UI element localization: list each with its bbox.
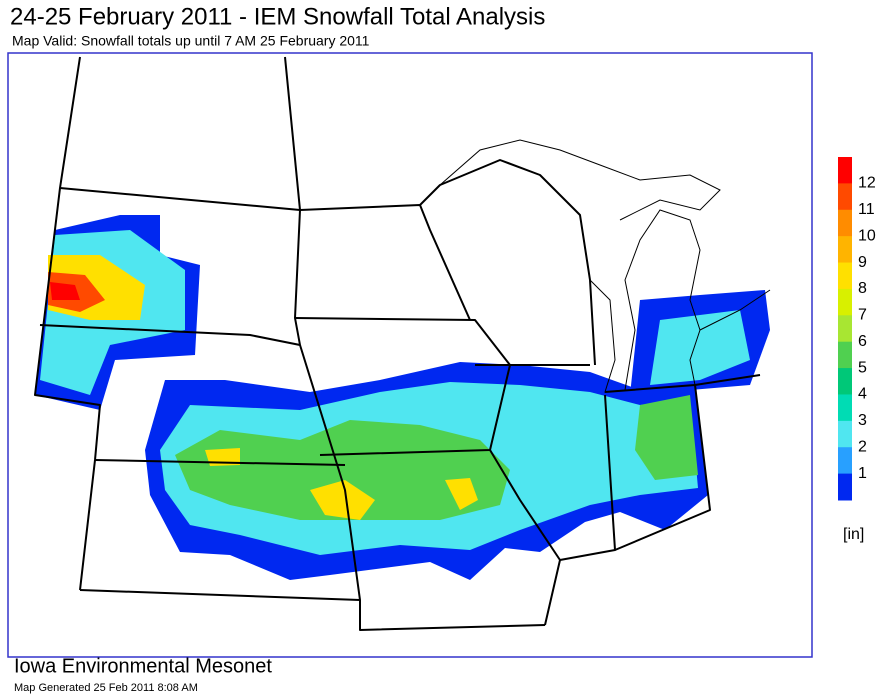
legend-label: 6 [858, 333, 867, 350]
title: 24-25 February 2011 - IEM Snowfall Total… [10, 3, 545, 30]
legend-swatch [838, 262, 852, 290]
footer-org: Iowa Environmental Mesonet [14, 655, 272, 677]
legend-label: 7 [858, 307, 867, 324]
legend-label: 12 [858, 175, 876, 192]
legend-label: 11 [858, 201, 875, 218]
subtitle: Map Valid: Snowfall totals up until 7 AM… [12, 33, 370, 49]
legend-swatch [838, 447, 852, 475]
snowfall-field [35, 215, 770, 580]
legend-swatch [838, 341, 852, 369]
legend-swatch [838, 157, 852, 184]
legend-label: 9 [858, 254, 867, 271]
legend-swatch [838, 315, 852, 343]
legend-label: 8 [858, 280, 867, 297]
legend-label: 5 [858, 359, 867, 376]
legend-unit: [in] [843, 526, 864, 543]
state-borders [34, 56, 761, 631]
legend-label: 4 [858, 386, 867, 403]
legend-swatch [838, 368, 852, 395]
legend-swatch [838, 288, 852, 316]
legend: 12 11 10 9 8 7 6 5 4 3 2 1 [838, 157, 876, 501]
legend-swatch [838, 209, 852, 237]
legend-swatch [838, 394, 852, 422]
legend-label: 1 [858, 465, 867, 482]
legend-swatch [838, 473, 852, 501]
legend-swatch [838, 236, 852, 264]
footer-generated: Map Generated 25 Feb 2011 8:08 AM [14, 682, 198, 694]
legend-label: 2 [858, 438, 867, 455]
legend-swatch [838, 183, 852, 211]
legend-label: 3 [858, 412, 867, 429]
legend-swatch [838, 420, 852, 448]
legend-label: 10 [858, 227, 876, 244]
lakes [439, 139, 771, 393]
